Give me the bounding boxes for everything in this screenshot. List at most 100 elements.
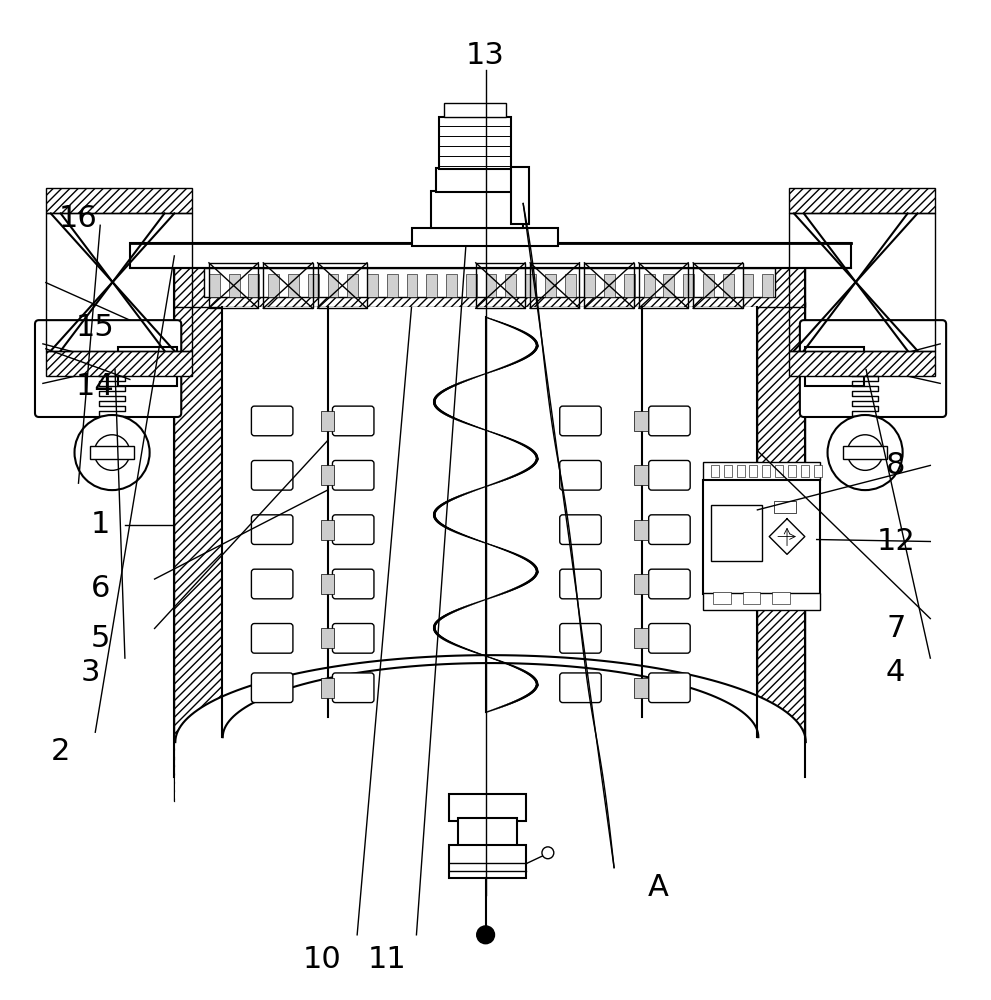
Bar bbox=[801, 465, 809, 477]
Text: 16: 16 bbox=[59, 204, 98, 233]
Bar bbox=[476, 263, 525, 308]
Bar bbox=[174, 759, 805, 801]
Bar bbox=[46, 213, 192, 351]
FancyBboxPatch shape bbox=[252, 624, 293, 653]
Bar bbox=[565, 274, 576, 297]
Bar bbox=[288, 274, 299, 297]
Bar bbox=[703, 593, 820, 610]
Bar bbox=[46, 188, 192, 213]
FancyBboxPatch shape bbox=[649, 569, 690, 599]
Bar bbox=[723, 465, 731, 477]
Text: 3: 3 bbox=[80, 658, 100, 687]
Bar bbox=[269, 274, 279, 297]
Bar bbox=[466, 274, 477, 297]
Bar bbox=[209, 263, 259, 308]
Text: 8: 8 bbox=[886, 451, 906, 480]
Bar bbox=[209, 274, 220, 297]
Bar bbox=[320, 520, 334, 540]
Bar bbox=[789, 188, 936, 213]
Bar bbox=[634, 628, 648, 648]
Bar bbox=[585, 274, 596, 297]
Bar bbox=[308, 274, 319, 297]
Polygon shape bbox=[769, 519, 805, 554]
Text: 13: 13 bbox=[466, 41, 505, 70]
FancyBboxPatch shape bbox=[332, 673, 374, 703]
Bar bbox=[762, 465, 770, 477]
FancyBboxPatch shape bbox=[252, 673, 293, 703]
FancyBboxPatch shape bbox=[252, 406, 293, 436]
FancyBboxPatch shape bbox=[35, 320, 181, 417]
Bar bbox=[174, 265, 805, 307]
FancyBboxPatch shape bbox=[332, 624, 374, 653]
Bar bbox=[174, 759, 805, 801]
Text: 7: 7 bbox=[886, 614, 906, 643]
Bar bbox=[327, 274, 338, 297]
Bar bbox=[367, 274, 378, 297]
Bar bbox=[634, 678, 648, 698]
Bar bbox=[46, 188, 192, 213]
Bar bbox=[406, 274, 417, 297]
Bar bbox=[772, 592, 790, 604]
Circle shape bbox=[542, 847, 554, 859]
Bar bbox=[664, 274, 674, 297]
Bar bbox=[320, 411, 334, 431]
Text: A: A bbox=[648, 873, 669, 902]
FancyBboxPatch shape bbox=[649, 624, 690, 653]
FancyBboxPatch shape bbox=[252, 515, 293, 544]
FancyBboxPatch shape bbox=[332, 569, 374, 599]
FancyBboxPatch shape bbox=[332, 406, 374, 436]
Bar bbox=[624, 274, 635, 297]
Bar bbox=[634, 465, 648, 485]
Bar bbox=[683, 274, 694, 297]
Bar bbox=[130, 243, 851, 268]
Bar bbox=[46, 351, 192, 376]
Bar bbox=[249, 274, 260, 297]
Bar bbox=[46, 351, 192, 376]
Bar bbox=[431, 191, 523, 228]
Bar bbox=[90, 446, 134, 459]
FancyBboxPatch shape bbox=[252, 460, 293, 490]
Bar bbox=[505, 274, 516, 297]
Bar bbox=[449, 845, 526, 878]
Bar bbox=[703, 462, 820, 480]
Bar bbox=[789, 351, 936, 376]
Bar bbox=[530, 263, 580, 308]
Bar bbox=[605, 274, 615, 297]
Bar bbox=[711, 465, 718, 477]
Bar bbox=[634, 574, 648, 594]
Circle shape bbox=[94, 435, 130, 470]
Bar bbox=[711, 505, 762, 561]
FancyBboxPatch shape bbox=[332, 515, 374, 544]
Text: 1: 1 bbox=[90, 510, 110, 539]
Bar bbox=[742, 592, 760, 604]
Bar bbox=[788, 465, 796, 477]
Circle shape bbox=[827, 415, 903, 490]
Circle shape bbox=[477, 926, 495, 944]
Bar bbox=[439, 117, 511, 169]
Bar bbox=[511, 167, 529, 224]
Bar bbox=[320, 574, 334, 594]
Bar bbox=[775, 465, 783, 477]
FancyBboxPatch shape bbox=[560, 569, 602, 599]
Bar bbox=[320, 465, 334, 485]
Bar bbox=[525, 274, 536, 297]
Bar bbox=[320, 678, 334, 698]
FancyBboxPatch shape bbox=[252, 569, 293, 599]
Bar bbox=[843, 446, 887, 459]
Text: 11: 11 bbox=[368, 945, 406, 974]
Bar bbox=[545, 274, 556, 297]
Bar bbox=[347, 274, 358, 297]
Bar bbox=[762, 274, 773, 297]
Bar bbox=[736, 465, 744, 477]
FancyBboxPatch shape bbox=[649, 515, 690, 544]
Bar bbox=[174, 302, 222, 762]
Circle shape bbox=[74, 415, 150, 490]
Bar bbox=[458, 818, 517, 848]
FancyBboxPatch shape bbox=[560, 460, 602, 490]
Bar bbox=[789, 351, 936, 376]
Bar bbox=[789, 188, 936, 213]
Bar bbox=[204, 268, 775, 297]
FancyBboxPatch shape bbox=[649, 673, 690, 703]
FancyBboxPatch shape bbox=[560, 673, 602, 703]
Bar bbox=[446, 274, 457, 297]
